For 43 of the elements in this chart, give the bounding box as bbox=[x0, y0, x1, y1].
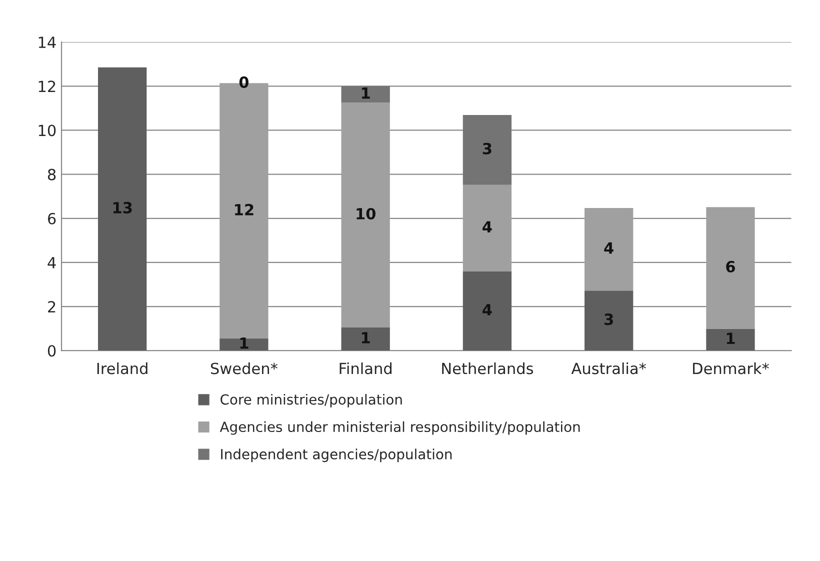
y-tick-label: 14 bbox=[38, 36, 56, 48]
data-label: 4 bbox=[482, 304, 492, 316]
legend-label: Independent agencies/population bbox=[221, 448, 452, 462]
bar bbox=[462, 184, 512, 272]
bar bbox=[584, 290, 634, 351]
data-label: 4 bbox=[604, 242, 614, 254]
y-tick-label: 8 bbox=[48, 168, 56, 180]
y-tick-label: 0 bbox=[48, 345, 56, 357]
y-tick-label: 12 bbox=[38, 80, 56, 92]
data-label: 10 bbox=[356, 208, 376, 220]
x-tick-label: Australia* bbox=[571, 362, 646, 374]
data-label: 0 bbox=[239, 76, 249, 88]
data-label: 12 bbox=[235, 204, 254, 216]
x-tick-label: Sweden* bbox=[210, 362, 278, 374]
bar bbox=[706, 328, 755, 351]
data-label: 6 bbox=[726, 260, 735, 272]
data-label: 1 bbox=[362, 87, 370, 99]
bar bbox=[706, 207, 755, 329]
legend-label: Agencies under ministerial responsibility/population bbox=[220, 421, 580, 435]
bar bbox=[341, 102, 390, 328]
y-tick-label: 6 bbox=[48, 212, 56, 224]
data-label: 3 bbox=[604, 314, 613, 326]
x-tick-label: Netherlands bbox=[442, 362, 534, 374]
bar bbox=[341, 327, 390, 351]
x-tick-label: Finland bbox=[340, 362, 392, 374]
x-tick-label: Denmark* bbox=[693, 362, 769, 374]
data-label: 1 bbox=[362, 332, 370, 344]
bar bbox=[220, 338, 268, 351]
bar bbox=[584, 208, 634, 291]
bar bbox=[98, 67, 147, 351]
x-tick-label: Ireland bbox=[97, 362, 148, 374]
data-label: 1 bbox=[726, 332, 735, 344]
data-label: 3 bbox=[482, 142, 492, 154]
data-label: 1 bbox=[240, 338, 248, 349]
y-tick-label: 4 bbox=[48, 257, 56, 268]
data-label: 13 bbox=[113, 202, 132, 214]
bar bbox=[462, 272, 512, 351]
y-tick-label: 10 bbox=[38, 124, 56, 136]
y-tick-label: 2 bbox=[48, 301, 56, 312]
bar bbox=[462, 115, 512, 185]
data-label: 4 bbox=[482, 221, 492, 232]
bar bbox=[341, 86, 390, 103]
legend-label: Core ministries/population bbox=[220, 394, 402, 408]
